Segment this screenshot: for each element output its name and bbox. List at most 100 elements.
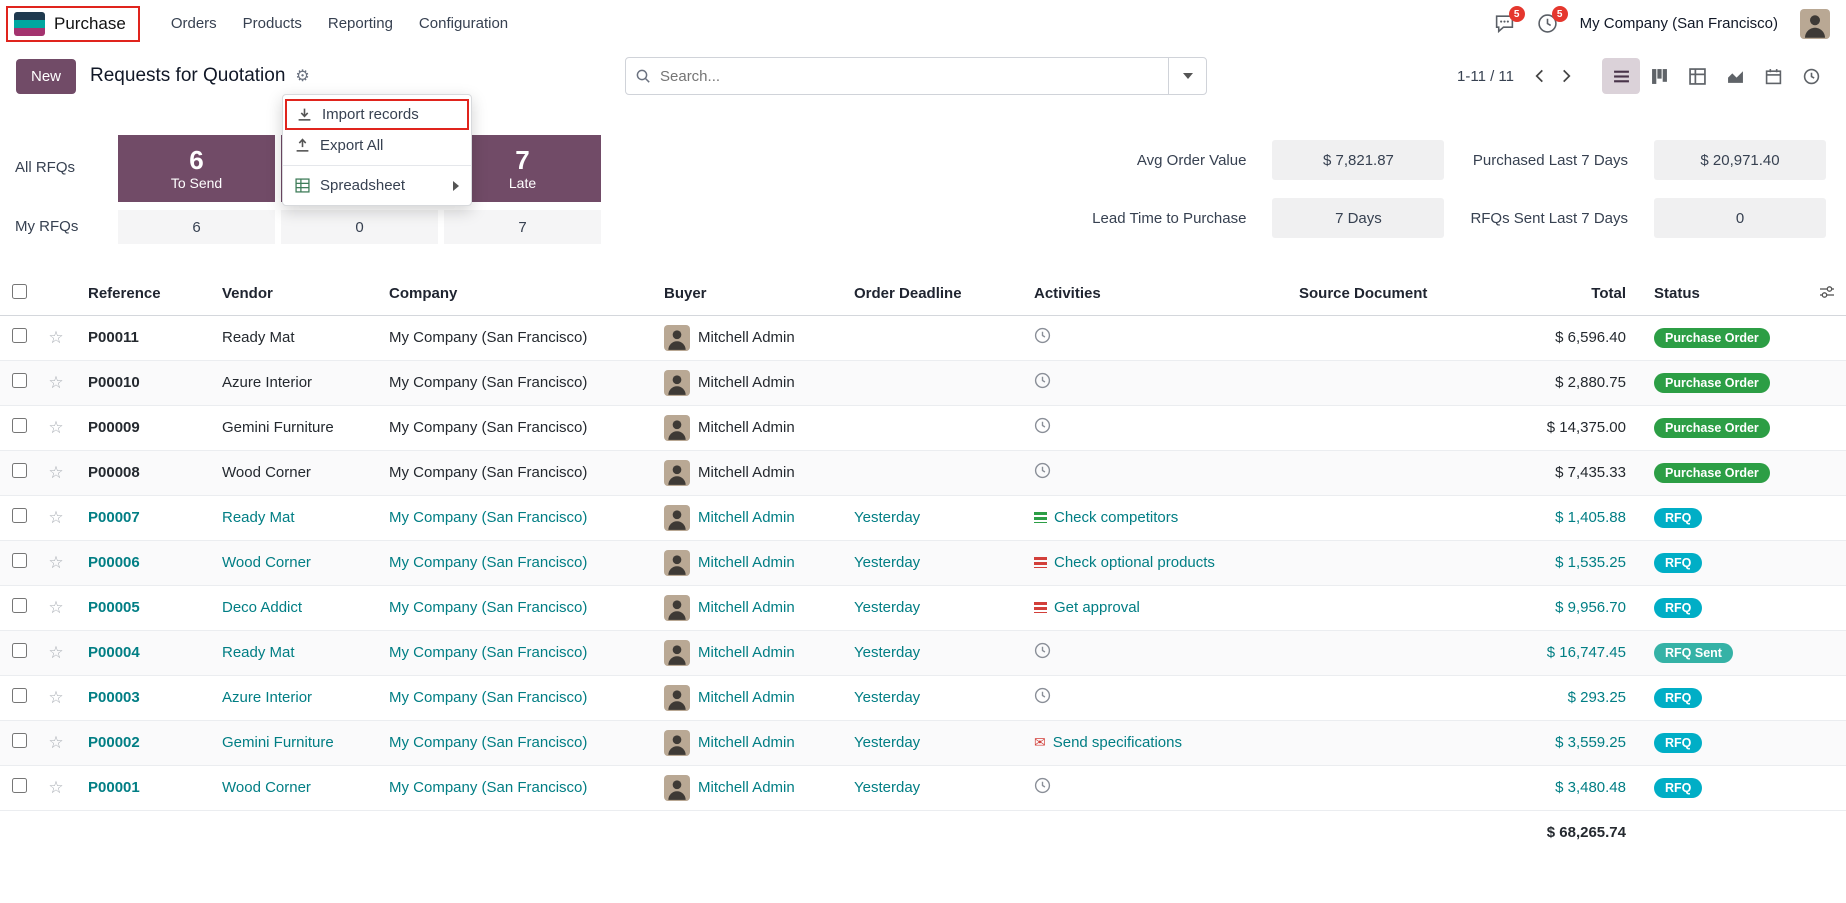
menu-configuration[interactable]: Configuration: [418, 15, 509, 32]
header-source-document[interactable]: Source Document: [1285, 273, 1505, 316]
optional-columns-button[interactable]: [1808, 273, 1846, 316]
rfq-reference[interactable]: P00009: [88, 419, 140, 436]
rfq-reference[interactable]: P00002: [88, 734, 140, 751]
company-switcher[interactable]: My Company (San Francisco): [1579, 15, 1778, 32]
header-buyer[interactable]: Buyer: [650, 273, 840, 316]
rfq-reference[interactable]: P00008: [88, 464, 140, 481]
header-status[interactable]: Status: [1640, 273, 1808, 316]
search-input[interactable]: [660, 58, 1168, 94]
activity-clock-icon[interactable]: [1034, 327, 1051, 348]
table-row[interactable]: ☆ P00007 Ready Mat My Company (San Franc…: [0, 495, 1846, 541]
kanban-view-button[interactable]: [1640, 58, 1678, 94]
row-checkbox[interactable]: [11, 733, 27, 748]
row-checkbox[interactable]: [11, 643, 27, 658]
rfq-reference[interactable]: P00004: [88, 644, 140, 661]
calendar-view-button[interactable]: [1754, 58, 1792, 94]
favorite-star-icon[interactable]: ☆: [48, 327, 64, 347]
all-rfqs-to-send-box[interactable]: 6 To Send: [118, 135, 275, 202]
favorite-star-icon[interactable]: ☆: [48, 687, 64, 707]
rfq-reference[interactable]: P00010: [88, 374, 140, 391]
my-rfqs-middle-box[interactable]: 0: [281, 210, 438, 244]
favorite-star-icon[interactable]: ☆: [48, 462, 64, 482]
select-all-checkbox[interactable]: [11, 284, 27, 300]
my-rfqs-to-send-box[interactable]: 6: [118, 210, 275, 244]
rfq-reference[interactable]: P00011: [88, 329, 139, 346]
reference-cell[interactable]: P00006: [74, 540, 208, 586]
user-avatar[interactable]: [1800, 8, 1830, 39]
favorite-star-icon[interactable]: ☆: [48, 732, 64, 752]
activity-view-button[interactable]: [1792, 58, 1830, 94]
favorite-star-icon[interactable]: ☆: [48, 597, 64, 617]
row-checkbox[interactable]: [11, 373, 27, 388]
row-checkbox[interactable]: [11, 688, 27, 703]
reference-cell[interactable]: P00008: [74, 450, 208, 496]
list-view-button[interactable]: [1602, 58, 1640, 94]
rfq-reference[interactable]: P00005: [88, 599, 140, 616]
row-checkbox[interactable]: [11, 508, 27, 523]
reference-cell[interactable]: P00009: [74, 405, 208, 451]
activity-link[interactable]: ✉ Send specifications: [1034, 734, 1182, 751]
reference-cell[interactable]: P00007: [74, 495, 208, 541]
import-records-menu-item[interactable]: Import records: [285, 99, 469, 130]
activity-clock-icon[interactable]: [1034, 642, 1051, 663]
spreadsheet-menu-item[interactable]: Spreadsheet: [283, 170, 471, 201]
row-checkbox[interactable]: [11, 778, 27, 793]
rfq-reference[interactable]: P00003: [88, 689, 140, 706]
row-checkbox[interactable]: [11, 328, 27, 343]
activity-link[interactable]: Check competitors: [1034, 509, 1178, 526]
reference-cell[interactable]: P00004: [74, 630, 208, 676]
header-total[interactable]: Total: [1505, 273, 1640, 316]
reference-cell[interactable]: P00002: [74, 720, 208, 766]
rfq-reference[interactable]: P00006: [88, 554, 140, 571]
row-checkbox[interactable]: [11, 418, 27, 433]
table-row[interactable]: ☆ P00002 Gemini Furniture My Company (Sa…: [0, 720, 1846, 766]
rfq-reference[interactable]: P00001: [88, 779, 140, 796]
favorite-star-icon[interactable]: ☆: [48, 552, 64, 572]
row-checkbox[interactable]: [11, 598, 27, 613]
search-filters-toggle[interactable]: [1168, 58, 1206, 94]
header-activities[interactable]: Activities: [1020, 273, 1285, 316]
table-row[interactable]: ☆ P00004 Ready Mat My Company (San Franc…: [0, 630, 1846, 676]
table-row[interactable]: ☆ P00006 Wood Corner My Company (San Fra…: [0, 540, 1846, 586]
activity-link[interactable]: Check optional products: [1034, 554, 1215, 571]
reference-cell[interactable]: P00011: [74, 315, 208, 361]
reference-cell[interactable]: P00001: [74, 765, 208, 811]
table-row[interactable]: ☆ P00005 Deco Addict My Company (San Fra…: [0, 585, 1846, 631]
activity-clock-icon[interactable]: [1034, 687, 1051, 708]
activity-clock-icon[interactable]: [1034, 372, 1051, 393]
table-row[interactable]: ☆ P00008 Wood Corner My Company (San Fra…: [0, 450, 1846, 496]
messages-button[interactable]: 5: [1494, 6, 1525, 34]
activity-clock-icon[interactable]: [1034, 417, 1051, 438]
pager-next-button[interactable]: [1553, 63, 1580, 89]
activity-clock-icon[interactable]: [1034, 777, 1051, 798]
reference-cell[interactable]: P00005: [74, 585, 208, 631]
row-checkbox[interactable]: [11, 553, 27, 568]
header-vendor[interactable]: Vendor: [208, 273, 375, 316]
reference-cell[interactable]: P00003: [74, 675, 208, 721]
row-checkbox[interactable]: [11, 463, 27, 478]
menu-orders[interactable]: Orders: [170, 15, 217, 32]
favorite-star-icon[interactable]: ☆: [48, 372, 64, 392]
favorite-star-icon[interactable]: ☆: [48, 642, 64, 662]
header-order-deadline[interactable]: Order Deadline: [840, 273, 1020, 316]
menu-products[interactable]: Products: [242, 15, 302, 32]
rfq-reference[interactable]: P00007: [88, 509, 140, 526]
activity-clock-icon[interactable]: [1034, 462, 1051, 483]
favorite-star-icon[interactable]: ☆: [48, 417, 64, 437]
export-all-menu-item[interactable]: Export All: [283, 130, 471, 161]
favorite-star-icon[interactable]: ☆: [48, 777, 64, 797]
table-row[interactable]: ☆ P00011 Ready Mat My Company (San Franc…: [0, 315, 1846, 361]
table-row[interactable]: ☆ P00003 Azure Interior My Company (San …: [0, 675, 1846, 721]
pager-previous-button[interactable]: [1526, 63, 1553, 89]
pivot-view-button[interactable]: [1678, 58, 1716, 94]
reference-cell[interactable]: P00010: [74, 360, 208, 406]
action-menu-gear-icon[interactable]: ⚙: [295, 68, 310, 85]
favorite-star-icon[interactable]: ☆: [48, 507, 64, 527]
activities-button[interactable]: 5: [1537, 6, 1568, 34]
purchase-app-menu[interactable]: Purchase: [6, 5, 140, 42]
new-button[interactable]: New: [16, 58, 77, 94]
table-row[interactable]: ☆ P00009 Gemini Furniture My Company (Sa…: [0, 405, 1846, 451]
table-row[interactable]: ☆ P00001 Wood Corner My Company (San Fra…: [0, 765, 1846, 811]
header-reference[interactable]: Reference: [74, 273, 208, 316]
graph-view-button[interactable]: [1716, 58, 1754, 94]
